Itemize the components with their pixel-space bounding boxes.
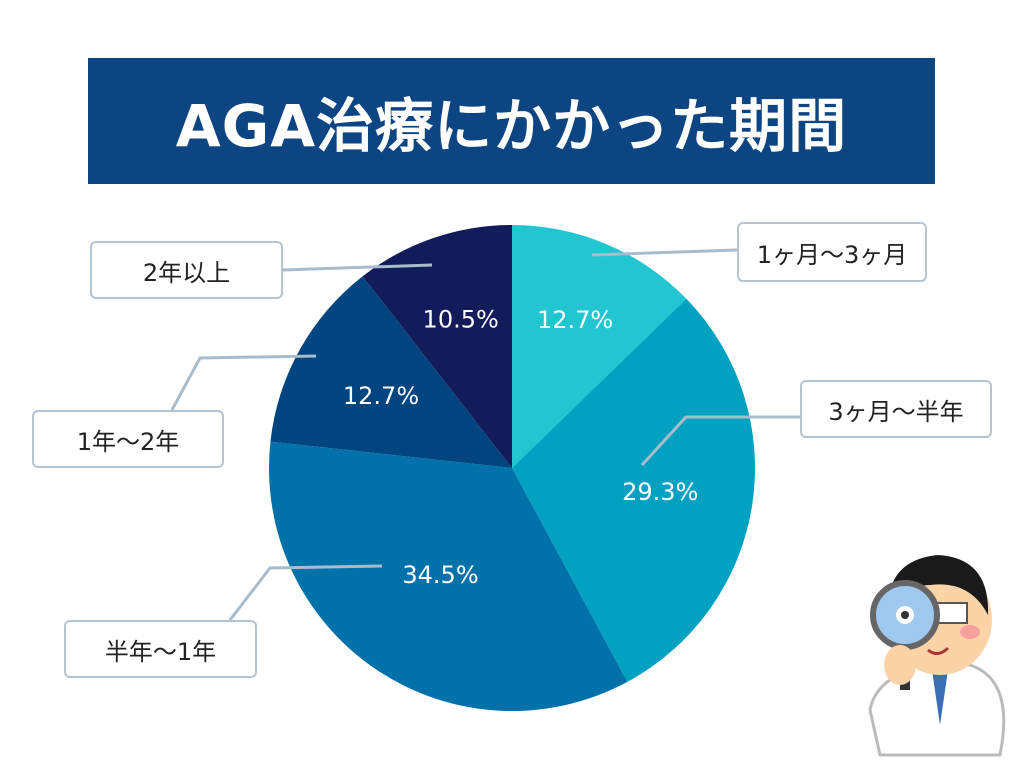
pie-slice bbox=[512, 298, 755, 682]
leader-line bbox=[640, 415, 800, 467]
doctor-illustration bbox=[868, 555, 1006, 757]
leader-line bbox=[228, 564, 383, 621]
pie-slice bbox=[512, 225, 687, 468]
legend-label: 1ヶ月〜3ヶ月 bbox=[737, 222, 927, 282]
leader-lines bbox=[170, 248, 800, 621]
legend-label: 1年〜2年 bbox=[32, 410, 224, 468]
pie-slice bbox=[268, 441, 628, 711]
slice-percent-label: 29.3% bbox=[622, 478, 698, 506]
slice-percent-label: 34.5% bbox=[402, 561, 478, 589]
leader-line bbox=[170, 354, 317, 411]
slice-percent-label: 12.7% bbox=[537, 306, 613, 334]
pie-slice bbox=[270, 276, 512, 468]
chart-title: AGA治療にかかった期間 bbox=[88, 58, 935, 184]
legend-label: 半年〜1年 bbox=[64, 620, 257, 678]
pie-slice bbox=[362, 225, 512, 468]
legend-label: 2年以上 bbox=[90, 241, 283, 299]
legend-label: 3ヶ月〜半年 bbox=[800, 380, 992, 438]
leader-line bbox=[591, 248, 738, 257]
slice-percent-label: 12.7% bbox=[343, 382, 419, 410]
leader-line bbox=[282, 263, 433, 272]
slice-percent-label: 10.5% bbox=[423, 306, 499, 334]
